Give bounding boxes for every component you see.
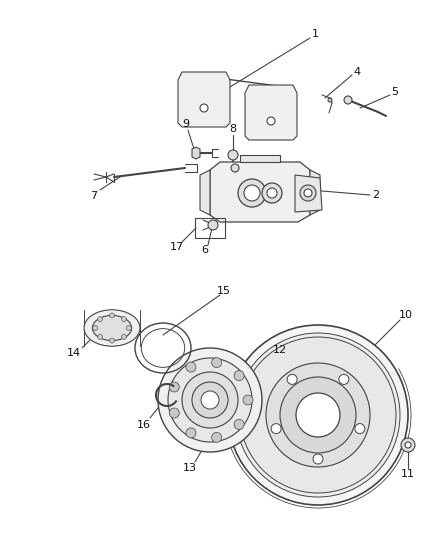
Circle shape [121, 317, 127, 321]
Text: 13: 13 [183, 463, 197, 473]
Circle shape [248, 384, 256, 392]
Circle shape [405, 442, 411, 448]
Text: 9: 9 [183, 119, 190, 129]
Polygon shape [310, 170, 320, 215]
Circle shape [344, 96, 352, 104]
Circle shape [98, 317, 102, 321]
Polygon shape [295, 175, 322, 212]
Circle shape [200, 104, 208, 112]
Circle shape [240, 337, 396, 493]
Text: 6: 6 [201, 245, 208, 255]
Circle shape [186, 428, 196, 438]
Circle shape [228, 150, 238, 160]
Circle shape [110, 313, 114, 318]
Circle shape [234, 419, 244, 430]
Text: 15: 15 [217, 286, 231, 296]
Text: 4: 4 [353, 67, 360, 77]
Circle shape [212, 358, 222, 368]
Bar [195, 218, 225, 238]
Circle shape [110, 338, 114, 343]
Circle shape [158, 348, 262, 452]
Text: 2: 2 [372, 190, 380, 200]
Circle shape [401, 438, 415, 452]
Circle shape [328, 98, 332, 102]
Circle shape [243, 395, 253, 405]
Circle shape [170, 408, 179, 418]
Polygon shape [200, 170, 210, 215]
Circle shape [355, 424, 365, 434]
Circle shape [201, 391, 219, 409]
Circle shape [238, 179, 266, 207]
Circle shape [170, 382, 179, 392]
Circle shape [287, 374, 297, 384]
Polygon shape [192, 147, 200, 159]
Circle shape [234, 370, 244, 381]
Text: 16: 16 [137, 420, 151, 430]
Text: 5: 5 [392, 87, 399, 97]
Text: 1: 1 [311, 29, 318, 39]
Circle shape [182, 372, 238, 428]
Circle shape [280, 377, 356, 453]
Text: 7: 7 [90, 191, 98, 201]
Circle shape [304, 189, 312, 197]
Circle shape [244, 185, 260, 201]
Circle shape [208, 220, 218, 230]
Circle shape [98, 334, 102, 340]
Polygon shape [178, 72, 230, 127]
Text: 17: 17 [170, 242, 184, 252]
Text: 14: 14 [67, 348, 81, 358]
Circle shape [244, 380, 260, 396]
Circle shape [296, 393, 340, 437]
Circle shape [267, 188, 277, 198]
Text: 11: 11 [401, 469, 415, 479]
Circle shape [339, 374, 349, 384]
Circle shape [262, 183, 282, 203]
Circle shape [126, 326, 131, 330]
Ellipse shape [92, 316, 131, 341]
Circle shape [212, 432, 222, 442]
Circle shape [236, 333, 400, 497]
Circle shape [168, 358, 252, 442]
Ellipse shape [84, 310, 140, 346]
Text: 8: 8 [230, 124, 237, 134]
Circle shape [93, 326, 98, 330]
Circle shape [267, 117, 275, 125]
Polygon shape [210, 162, 310, 222]
Circle shape [192, 382, 228, 418]
Text: 10: 10 [399, 310, 413, 320]
Circle shape [300, 185, 316, 201]
Circle shape [271, 424, 281, 434]
Circle shape [186, 362, 196, 372]
Circle shape [231, 164, 239, 172]
Polygon shape [245, 85, 297, 140]
Circle shape [313, 454, 323, 464]
Polygon shape [240, 155, 280, 162]
Circle shape [121, 334, 127, 340]
Circle shape [266, 363, 370, 467]
Circle shape [228, 325, 408, 505]
Text: 12: 12 [273, 345, 287, 355]
